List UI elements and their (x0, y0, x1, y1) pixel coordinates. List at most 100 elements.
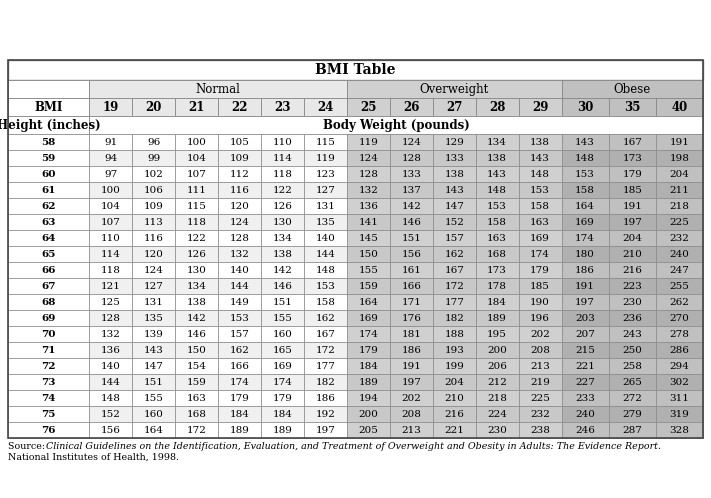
Bar (304, 358, 347, 374)
Bar (89, 326, 132, 342)
Bar (8, 134, 89, 150)
Text: 215: 215 (575, 346, 595, 355)
Bar (89, 374, 132, 390)
Text: 223: 223 (622, 281, 642, 290)
Text: 319: 319 (670, 409, 690, 418)
Bar (476, 406, 518, 422)
Text: 96: 96 (147, 137, 160, 146)
Bar (433, 182, 476, 198)
Bar (656, 246, 703, 262)
Text: 132: 132 (230, 249, 250, 258)
Bar (518, 406, 562, 422)
Bar (476, 278, 518, 294)
Text: 238: 238 (530, 425, 550, 434)
Bar (218, 390, 261, 406)
Text: 91: 91 (104, 137, 117, 146)
Text: 140: 140 (316, 234, 336, 243)
Text: 148: 148 (316, 265, 336, 274)
Bar (175, 422, 218, 438)
Bar (132, 230, 175, 246)
Bar (562, 374, 609, 390)
Text: 127: 127 (316, 185, 336, 195)
Text: 67: 67 (41, 281, 56, 290)
Text: 211: 211 (670, 185, 690, 195)
Text: 153: 153 (487, 202, 507, 211)
Bar (132, 422, 175, 438)
Bar (562, 294, 609, 310)
Bar (609, 182, 656, 198)
Bar (218, 182, 261, 198)
Bar (175, 326, 218, 342)
Text: 153: 153 (575, 169, 595, 178)
Bar (132, 150, 175, 166)
Bar (132, 358, 175, 374)
Text: 184: 184 (272, 409, 292, 418)
Text: 73: 73 (41, 377, 55, 386)
Text: 115: 115 (186, 202, 206, 211)
Bar (8, 98, 89, 116)
Text: 136: 136 (101, 346, 121, 355)
Bar (518, 166, 562, 182)
Bar (476, 358, 518, 374)
Text: 107: 107 (186, 169, 206, 178)
Text: 200: 200 (358, 409, 378, 418)
Text: 166: 166 (401, 281, 421, 290)
Bar (304, 246, 347, 262)
Text: 227: 227 (575, 377, 595, 386)
Text: 128: 128 (401, 153, 421, 162)
Text: 76: 76 (41, 425, 56, 434)
Bar (347, 422, 390, 438)
Text: 23: 23 (274, 101, 291, 114)
Bar (609, 166, 656, 182)
Text: 164: 164 (575, 202, 595, 211)
Bar (261, 374, 304, 390)
Bar (476, 342, 518, 358)
Bar (261, 230, 304, 246)
Bar (433, 342, 476, 358)
Text: 213: 213 (401, 425, 421, 434)
Text: 122: 122 (272, 185, 292, 195)
Bar (347, 150, 390, 166)
Text: 197: 197 (575, 297, 595, 306)
Text: 122: 122 (186, 234, 206, 243)
Text: 195: 195 (487, 330, 507, 339)
Text: 107: 107 (101, 218, 121, 227)
Text: 210: 210 (444, 393, 464, 402)
Text: 200: 200 (487, 346, 507, 355)
Text: 143: 143 (487, 169, 507, 178)
Text: 69: 69 (41, 314, 55, 323)
Text: 66: 66 (41, 265, 56, 274)
Text: 159: 159 (186, 377, 206, 386)
Text: 21: 21 (188, 101, 205, 114)
Text: 29: 29 (532, 101, 548, 114)
Bar (89, 98, 132, 116)
Bar (132, 98, 175, 116)
Bar (8, 182, 89, 198)
Bar (476, 246, 518, 262)
Bar (261, 214, 304, 230)
Bar (609, 198, 656, 214)
Text: 174: 174 (530, 249, 550, 258)
Bar (175, 294, 218, 310)
Bar (132, 214, 175, 230)
Text: 163: 163 (487, 234, 507, 243)
Text: 196: 196 (530, 314, 550, 323)
Bar (476, 134, 518, 150)
Bar (518, 230, 562, 246)
Bar (656, 342, 703, 358)
Text: 134: 134 (186, 281, 206, 290)
Text: Body Weight (pounds): Body Weight (pounds) (323, 119, 469, 131)
Bar (261, 342, 304, 358)
Text: 133: 133 (401, 169, 421, 178)
Text: 243: 243 (622, 330, 642, 339)
Bar (261, 166, 304, 182)
Bar (89, 262, 132, 278)
Bar (656, 310, 703, 326)
Text: 191: 191 (670, 137, 690, 146)
Text: 62: 62 (41, 202, 56, 211)
Text: 311: 311 (670, 393, 690, 402)
Bar (261, 262, 304, 278)
Text: 255: 255 (670, 281, 690, 290)
Bar (304, 230, 347, 246)
Text: 143: 143 (144, 346, 164, 355)
